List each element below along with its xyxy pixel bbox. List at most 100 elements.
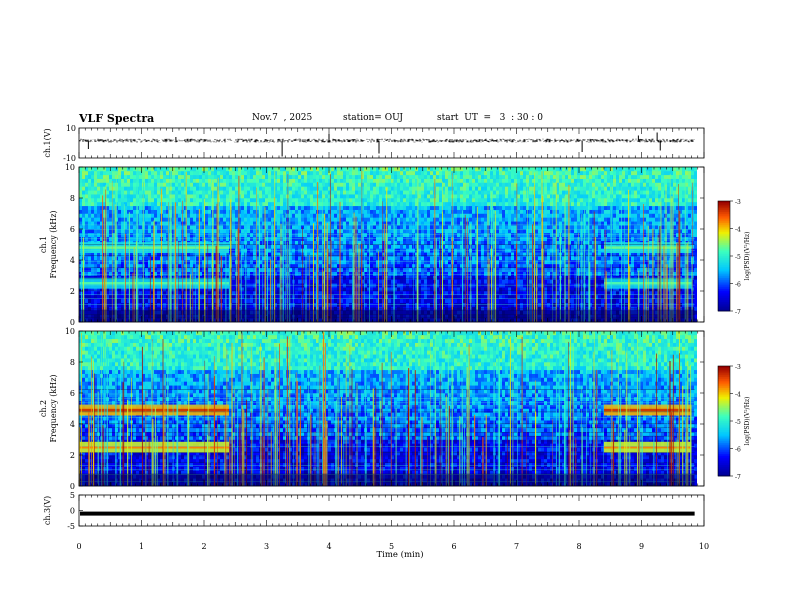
spectrogram-cell (328, 244, 331, 249)
spectrogram-cell (208, 298, 211, 303)
spectrogram-cell (349, 229, 352, 234)
spectrogram-cell (406, 182, 409, 187)
spectrogram-cell (319, 298, 322, 303)
spectrogram-cell (244, 217, 247, 222)
spectrogram-cell (166, 213, 169, 218)
spectrogram-cell (226, 287, 229, 292)
spectrogram-cell (424, 279, 427, 284)
spectrogram-cell (187, 291, 190, 296)
spectrogram-cell (226, 271, 229, 276)
spectrogram-cell (337, 174, 340, 179)
spectrogram-cell (397, 190, 400, 195)
spectrogram-cell (319, 213, 322, 218)
spectrogram-cell (412, 190, 415, 195)
spectrogram-cell (202, 186, 205, 191)
spectrogram-cell (283, 271, 286, 276)
spectrogram-cell (109, 201, 112, 207)
spectrogram-cell (241, 229, 244, 234)
spectrogram-cell (133, 170, 136, 176)
spectrogram-cell (265, 229, 268, 234)
spectrogram-cell (202, 174, 205, 179)
spectrogram-cell (121, 174, 124, 179)
spectrogram-cell (355, 252, 358, 257)
spectrogram-cell (340, 229, 343, 234)
spectrogram-cell (406, 201, 409, 207)
spectrogram-cell (271, 201, 274, 207)
spectrogram-cell (85, 194, 88, 199)
spectrogram-cell (229, 167, 232, 172)
spectrogram-cell (409, 298, 412, 303)
spectrogram-cell (298, 236, 301, 241)
spectrogram-cell (289, 240, 292, 245)
spectrogram-cell (202, 252, 205, 257)
spectrogram-cell (388, 205, 391, 210)
ch1-waveform-trace (79, 138, 695, 143)
spectrogram-cell (259, 190, 262, 195)
spectrogram-cell (196, 182, 199, 187)
spectrogram-cell (325, 232, 328, 238)
spectrogram-cell (247, 213, 250, 218)
spectrogram-cell (256, 283, 259, 288)
spectrogram-cell (331, 294, 334, 300)
spectrogram-cell (208, 236, 211, 241)
spectrogram-cell (334, 294, 337, 300)
spectrogram-cell (322, 244, 325, 249)
spectrogram-cell (337, 205, 340, 210)
spectrogram-cell (334, 232, 337, 238)
spectrogram-cell (133, 209, 136, 214)
spectrogram-cell (163, 221, 166, 226)
spectrogram-cell (343, 217, 346, 222)
spectrogram-cell (178, 302, 181, 307)
spectrogram-cell (151, 271, 154, 276)
spectrogram-cell (355, 240, 358, 245)
spectrogram-cell (205, 263, 208, 269)
spectrogram-cell (388, 174, 391, 179)
spectrogram-cell (97, 221, 100, 226)
spectrogram-cell (349, 170, 352, 176)
spectrogram-cell (145, 201, 148, 207)
spectrogram-cell (436, 283, 439, 288)
spectrogram-cell (325, 302, 328, 307)
spectrogram-cell (397, 279, 400, 284)
spectrogram-cell (157, 174, 160, 179)
spectrogram-cell (379, 271, 382, 276)
spectrogram-cell (100, 182, 103, 187)
spectrogram-cell (283, 217, 286, 222)
spectrogram-cell (187, 221, 190, 226)
spectrogram-cell (121, 186, 124, 191)
spectrogram-cell (322, 256, 325, 261)
spectrogram-cell (430, 178, 433, 183)
spectrogram-cell (376, 291, 379, 296)
spectrogram-cell (118, 291, 121, 296)
spectrogram-cell (409, 256, 412, 261)
spectrogram-cell (337, 217, 340, 222)
spectrogram-cell (118, 190, 121, 195)
spectrogram-cell (292, 271, 295, 276)
spectrogram-cell (343, 260, 346, 265)
spectrogram-cell (370, 256, 373, 261)
spectrogram-cell (418, 182, 421, 187)
spectrogram-cell (139, 302, 142, 307)
spectrogram-cell (223, 190, 226, 195)
spectrogram-cell (277, 194, 280, 199)
spectrogram-cell (418, 283, 421, 288)
spectrogram-cell (199, 190, 202, 195)
spectrogram-cell (424, 291, 427, 296)
spectrogram-cell (295, 182, 298, 187)
spectrogram-cell (370, 217, 373, 222)
spectrogram-cell (235, 221, 238, 226)
spectrogram-cell (109, 221, 112, 226)
spectrogram-cell (118, 275, 121, 280)
spectrogram-cell (232, 182, 235, 187)
spectrogram-cell (400, 205, 403, 210)
spectrogram-cell (256, 201, 259, 207)
spectrogram-cell (184, 260, 187, 265)
spectrogram-cell (430, 263, 433, 269)
spectrogram-cell (346, 291, 349, 296)
spectrogram-cell (394, 263, 397, 269)
spectrogram-cell (349, 186, 352, 191)
spectrogram-cell (376, 201, 379, 207)
spectrogram-cell (265, 279, 268, 284)
spectrogram-cell (358, 229, 361, 234)
spectrogram-cell (184, 198, 187, 203)
